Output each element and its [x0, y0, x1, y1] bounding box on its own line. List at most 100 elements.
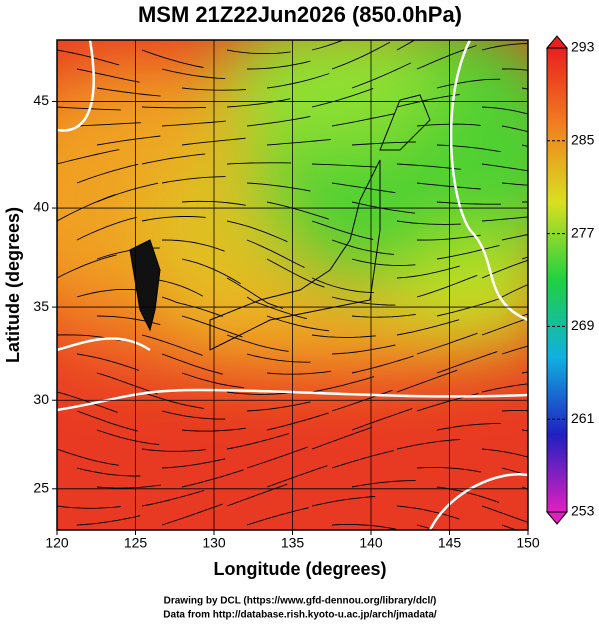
streamline: [76, 515, 141, 526]
streamline: [351, 480, 416, 488]
streamline: [331, 182, 396, 194]
streamline: [141, 391, 204, 409]
streamline: [481, 505, 528, 523]
streamline: [246, 239, 305, 269]
streamline: [331, 524, 396, 530]
streamline: [226, 277, 284, 309]
x-tick-label: 150: [516, 535, 540, 551]
streamline: [141, 106, 207, 109]
streamline: [351, 355, 414, 374]
streamline: [416, 123, 481, 127]
streamline: [331, 450, 394, 469]
streamline: [96, 135, 161, 146]
streamline: [396, 40, 416, 51]
streamline: [246, 507, 309, 526]
streamline: [181, 469, 244, 488]
streamline: [246, 115, 311, 127]
streamline: [57, 49, 120, 66]
streamline: [161, 120, 226, 127]
streamline: [331, 296, 396, 306]
streamline: [501, 467, 528, 477]
streamline: [246, 182, 311, 192]
streamline: [141, 490, 205, 507]
colorbar-top-arrow: [545, 35, 569, 49]
streamline: [226, 49, 291, 55]
coastlines: [129, 94, 431, 351]
streamline: [226, 98, 291, 108]
streamline: [141, 216, 206, 222]
streamline: [226, 391, 291, 395]
streamline: [501, 234, 528, 241]
streamline: [501, 68, 528, 71]
streamline: [161, 503, 223, 526]
streamline: [181, 258, 241, 285]
streamline: [266, 139, 331, 146]
streamline: [161, 239, 225, 252]
streamline: [481, 383, 528, 393]
streamline: [416, 274, 478, 298]
streamline: [96, 372, 158, 395]
streamline: [416, 332, 478, 355]
y-tick-label: 30: [33, 391, 49, 407]
streamline: [351, 201, 416, 214]
footer-line: Drawing by DCL (https://www.gfd-dennou.o…: [164, 596, 437, 607]
streamline: [57, 149, 120, 165]
streamline: [76, 122, 141, 127]
streamline: [246, 446, 308, 469]
streamline: [501, 125, 528, 133]
streamline: [57, 448, 119, 466]
streamline: [396, 220, 461, 225]
x-tick-label: 125: [124, 535, 148, 551]
streamline: [501, 284, 528, 298]
streamline: [246, 353, 311, 363]
streamline: [266, 412, 329, 431]
streamline: [436, 298, 499, 317]
streamline: [76, 163, 139, 184]
streamline: [351, 141, 416, 146]
streamline: [266, 73, 330, 89]
streamline: [181, 315, 243, 338]
colorbar-tick-label: 285: [571, 132, 595, 148]
streamline: [481, 317, 528, 336]
streamline: [416, 467, 481, 473]
y-tick-label: 40: [33, 199, 49, 215]
streamline: [351, 258, 416, 266]
streamline: [436, 144, 501, 153]
streamline: [396, 163, 461, 170]
streamline: [436, 244, 500, 260]
streamline: [331, 344, 396, 355]
streamline: [331, 41, 391, 70]
x-tick-label: 135: [281, 535, 305, 551]
streamline: [57, 505, 121, 509]
streamline: [481, 216, 528, 222]
streamline: [161, 353, 223, 375]
colorbar-tick-label: 269: [571, 317, 595, 333]
x-tick-label: 130: [202, 535, 226, 551]
streamline: [161, 458, 226, 469]
streamline: [226, 162, 292, 165]
streamline: [161, 410, 226, 420]
streamline: [57, 391, 118, 413]
streamline: [161, 296, 224, 317]
streamline: [76, 68, 140, 83]
field: [57, 40, 528, 530]
streamline: [161, 176, 226, 184]
x-tick-label: 145: [438, 535, 462, 551]
streamline: [436, 351, 498, 374]
streamline: [416, 524, 437, 530]
streamline: [76, 216, 137, 241]
streamline: [311, 334, 376, 338]
x-tick-label: 120: [45, 535, 69, 551]
streamline: [141, 153, 206, 165]
streamline: [76, 410, 138, 432]
streamline: [141, 448, 206, 452]
streamline: [311, 426, 373, 450]
x-axis-label: Longitude (degrees): [213, 559, 386, 579]
streamline: [501, 524, 518, 530]
streamline: [266, 315, 330, 332]
streamline: [181, 372, 245, 389]
streamline: [416, 182, 481, 190]
streamline: [481, 106, 528, 115]
streamline: [76, 353, 139, 371]
streamline: [311, 163, 376, 168]
